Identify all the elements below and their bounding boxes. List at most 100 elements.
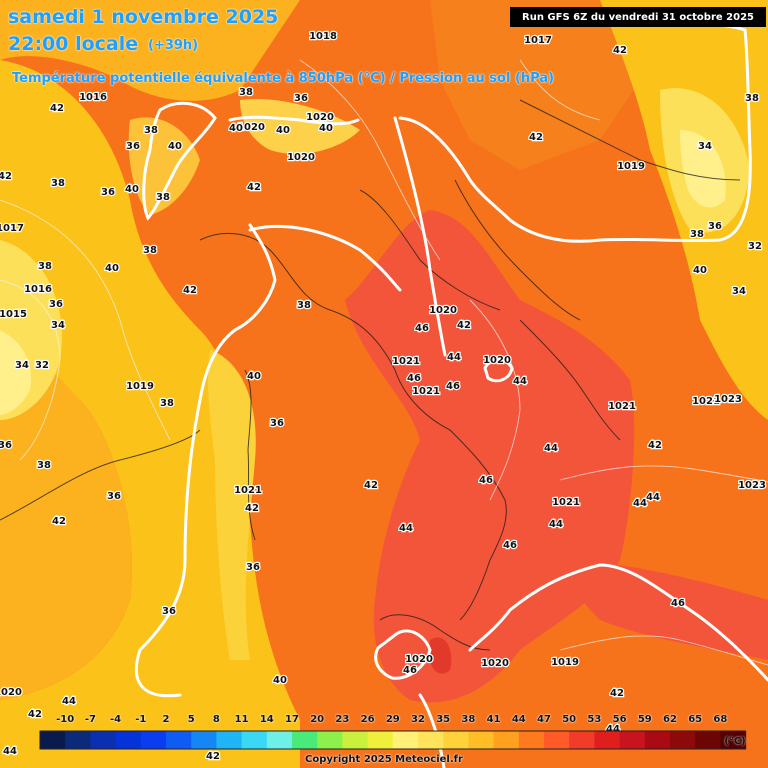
temperature-label: 46 <box>671 598 685 609</box>
legend-tick-label: -4 <box>110 714 122 725</box>
temperature-label: 38 <box>160 398 174 409</box>
temperature-label: 38 <box>297 300 311 311</box>
legend-swatch <box>468 731 495 749</box>
map-subtitle: Température potentielle équivalente à 85… <box>12 71 555 86</box>
temperature-label: 36 <box>246 562 260 573</box>
temperature-label: 38 <box>143 245 157 256</box>
temperature-label: 36 <box>294 93 308 104</box>
temperature-label: 34 <box>51 320 65 331</box>
legend-tick-label: 11 <box>234 714 249 725</box>
legend-swatch <box>644 731 671 749</box>
legend-swatch <box>40 731 66 749</box>
temperature-label: 34 <box>15 360 29 371</box>
legend-tick-label: 53 <box>587 714 602 725</box>
legend-tick-label: 68 <box>713 714 728 725</box>
pressure-label: 1020 <box>287 152 315 163</box>
temperature-label: 44 <box>3 746 17 757</box>
temperature-label: 38 <box>37 460 51 471</box>
forecast-lead: (+39h) <box>148 38 199 53</box>
legend-tick-label: 65 <box>688 714 703 725</box>
legend-tick-label: 5 <box>187 714 195 725</box>
pressure-label: 1020 <box>0 687 22 698</box>
copyright: Copyright 2025 Meteociel.fr <box>305 754 463 765</box>
legend-swatch <box>216 731 243 749</box>
pressure-label: 1021 <box>692 396 720 407</box>
legend-swatch <box>166 731 192 749</box>
temperature-label: 36 <box>162 606 176 617</box>
temperature-label: 36 <box>107 491 121 502</box>
legend-swatch <box>619 731 646 749</box>
legend-tick-label: 29 <box>385 714 400 725</box>
pressure-label: 1021 <box>412 386 440 397</box>
temperature-label: 38 <box>144 125 158 136</box>
pressure-label: 1018 <box>309 31 337 42</box>
legend-tick-label: 23 <box>335 714 350 725</box>
pressure-label: 1017 <box>0 223 24 234</box>
temperature-label: 44 <box>513 376 527 387</box>
pressure-label: 1020 <box>481 658 509 669</box>
legend-frame <box>39 730 747 750</box>
legend-tick-label: 20 <box>310 714 325 725</box>
temperature-label: 36 <box>101 187 115 198</box>
temperature-label: 44 <box>399 523 413 534</box>
legend-tick-label: 17 <box>285 714 299 725</box>
temperature-label: 42 <box>245 503 259 514</box>
temperature-label: 42 <box>206 751 220 762</box>
legend-swatch <box>695 731 721 749</box>
legend-swatch <box>392 731 419 749</box>
temperature-label: 38 <box>51 178 65 189</box>
temperature-label: 44 <box>633 498 647 509</box>
temperature-label: 32 <box>748 241 762 252</box>
temperature-label: 36 <box>126 141 140 152</box>
legend-tick-label: 14 <box>259 714 274 725</box>
temperature-label: 40 <box>105 263 119 274</box>
temperature-label: 46 <box>407 373 421 384</box>
pressure-label: 1015 <box>0 309 27 320</box>
temperature-label: 40 <box>247 371 261 382</box>
legend-swatch <box>191 731 217 749</box>
temperature-label: 42 <box>529 132 543 143</box>
legend-swatch <box>569 731 595 749</box>
legend-tick-label: 56 <box>612 714 627 725</box>
pressure-label: 1021 <box>392 356 420 367</box>
legend-tick-label: 47 <box>537 714 551 725</box>
temperature-label: 42 <box>364 480 378 491</box>
legend-swatch <box>493 731 520 749</box>
temperature-label: 42 <box>0 171 12 182</box>
legend-tick-label: -1 <box>135 714 147 725</box>
temperature-label: 46 <box>403 665 417 676</box>
temperature-label: 40 <box>125 184 139 195</box>
legend-swatch <box>292 731 318 749</box>
temperature-label: 42 <box>247 182 261 193</box>
temperature-label: 44 <box>447 352 461 363</box>
legend-swatch <box>418 731 444 749</box>
temperature-label: 44 <box>549 519 563 530</box>
map-date: samedi 1 novembre 2025 <box>8 6 279 28</box>
temperature-label: 40 <box>273 675 287 686</box>
legend-swatch <box>594 731 621 749</box>
legend-swatch <box>65 731 91 749</box>
temperature-label: 42 <box>50 103 64 114</box>
temperature-label: 40 <box>693 265 707 276</box>
pressure-label: 1021 <box>608 401 636 412</box>
temperature-label: 42 <box>613 45 627 56</box>
temperature-label: 44 <box>62 696 76 707</box>
legend-swatch <box>544 731 570 749</box>
temperature-label: 36 <box>708 221 722 232</box>
pressure-label: 1019 <box>617 161 645 172</box>
legend-tick-label: -10 <box>56 714 75 725</box>
legend-swatch <box>140 731 167 749</box>
pressure-label: 1020 <box>237 122 265 133</box>
temperature-label: 46 <box>446 381 460 392</box>
pressure-label: 1020 <box>483 355 511 366</box>
pressure-label: 1023 <box>714 394 742 405</box>
legend-tick-label: 35 <box>436 714 451 725</box>
legend-tick-label: 38 <box>461 714 476 725</box>
legend-tick-label: 32 <box>411 714 425 725</box>
temperature-label: 42 <box>52 516 66 527</box>
legend-swatch <box>342 731 369 749</box>
temperature-label: 46 <box>479 475 493 486</box>
legend-tick-label: -7 <box>84 714 96 725</box>
run-banner: Run GFS 6Z du vendredi 31 octobre 2025 <box>510 7 766 27</box>
temperature-label: 36 <box>0 440 12 451</box>
